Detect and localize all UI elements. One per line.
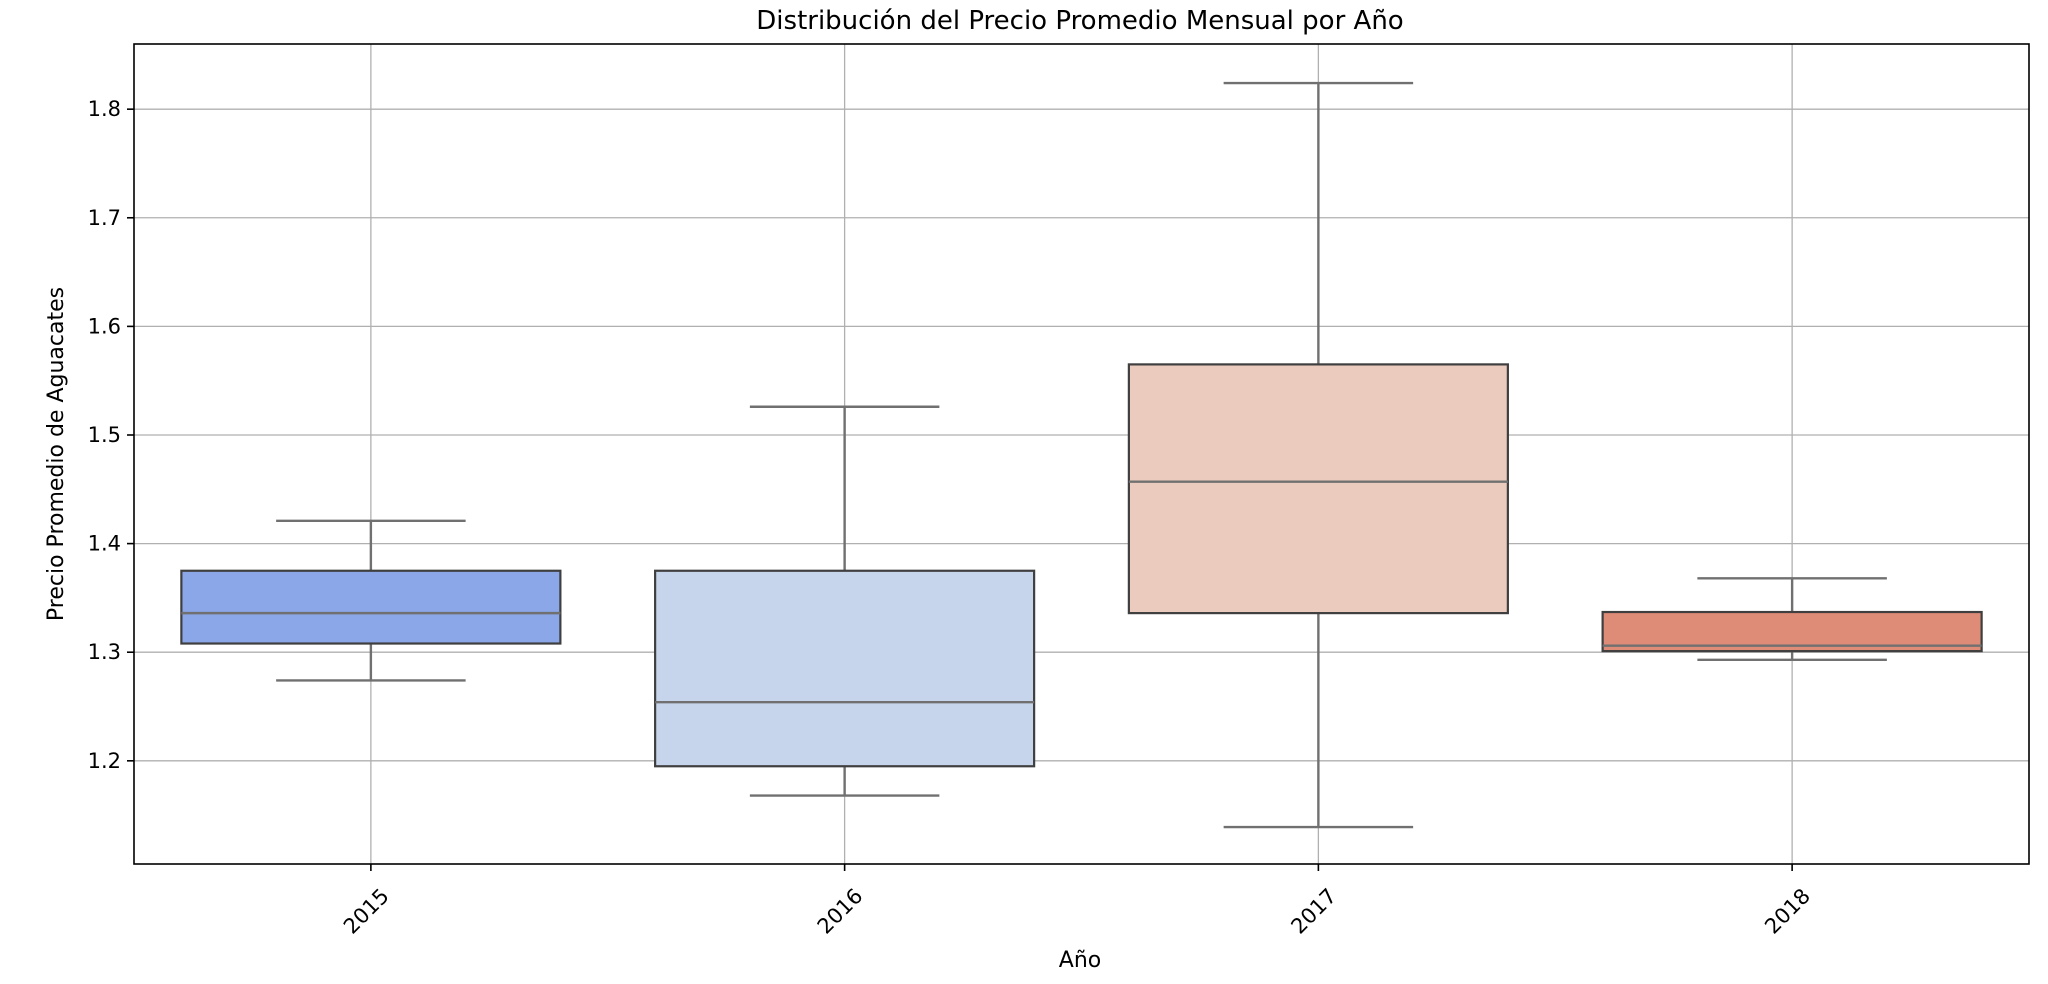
box-iqr: [654, 569, 1036, 768]
box-iqr: [1127, 363, 1509, 615]
y-tick-label: 1.8: [88, 97, 121, 121]
plot-frame: [133, 43, 2030, 865]
y-tick-label: 1.6: [88, 314, 121, 338]
y-tick-label: 1.7: [88, 206, 121, 230]
y-tick-label: 1.5: [88, 423, 121, 447]
chart-title: Distribución del Precio Promedio Mensual…: [756, 6, 1403, 36]
y-tick-label: 1.4: [88, 532, 121, 556]
box-series: [180, 81, 1983, 829]
box-2017: [1127, 81, 1509, 829]
box-2018: [1601, 577, 1983, 662]
x-tick-label: 2016: [813, 884, 868, 939]
box-2016: [654, 405, 1036, 797]
x-axis: 2015 2016 2017 2018: [339, 864, 1815, 939]
y-tick-label: 1.3: [88, 640, 121, 664]
box-iqr: [180, 569, 562, 645]
box-2015: [180, 519, 562, 682]
y-axis-label: Precio Promedio de Aguacates: [44, 287, 69, 621]
x-axis-label: Año: [1059, 948, 1101, 973]
grid-lines: [134, 44, 2029, 864]
y-axis: 1.2 1.3 1.4 1.5 1.6 1.7 1.8: [88, 97, 134, 773]
x-tick-label: 2017: [1286, 884, 1341, 939]
x-tick-label: 2018: [1760, 884, 1815, 939]
y-tick-label: 1.2: [88, 749, 121, 773]
x-tick-label: 2015: [339, 884, 394, 939]
